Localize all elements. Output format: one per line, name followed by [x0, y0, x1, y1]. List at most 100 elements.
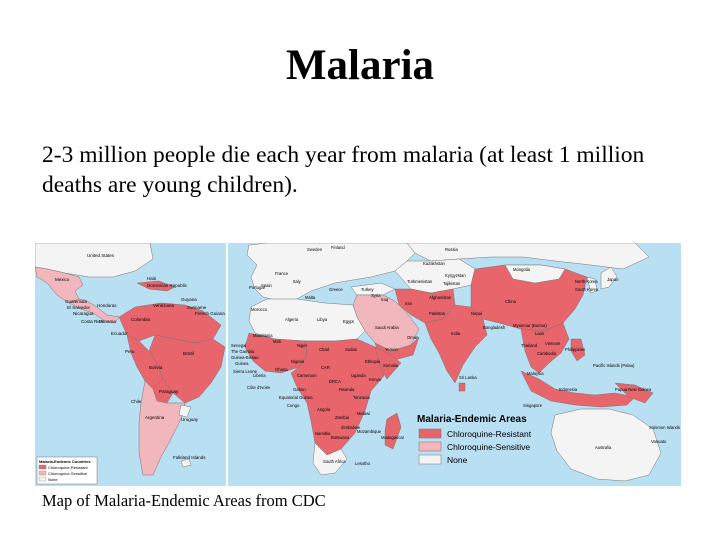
- label-peru: Peru: [125, 349, 135, 354]
- caribbean-shape: [136, 280, 176, 292]
- legend-label-resistant: Chloroquine-Resistant: [447, 429, 532, 439]
- label-united-states: United States: [87, 253, 115, 258]
- map-divider: [226, 243, 228, 486]
- legend-swatch-none: [418, 454, 442, 465]
- label-syria: Syria: [371, 293, 381, 298]
- map-caption: Map of Malaria-Endemic Areas from CDC: [42, 491, 326, 510]
- label-mexico: Mexico: [55, 277, 70, 282]
- label-sudan: Sudan: [345, 347, 358, 352]
- india-shape: [424, 304, 488, 384]
- label-thailand: Thailand: [521, 343, 538, 348]
- label-chile: Chile: [131, 399, 142, 404]
- label-mozambique: Mozambique: [357, 429, 382, 434]
- label-vanuatu: Vanuatu: [651, 439, 667, 444]
- label-equatorial-guinea: Equatorial Guinea: [279, 395, 313, 400]
- label-gabon: Gabon: [293, 387, 306, 392]
- label-guatemala: Guatemala: [65, 299, 88, 304]
- world-labels: Sweden Finland Russia Kazakhstan Mongoli…: [231, 245, 680, 466]
- legend-swatch-resistant: [418, 428, 442, 439]
- label-el-salvador: El Salvador: [67, 305, 91, 310]
- label-greece: Greece: [329, 287, 343, 292]
- label-india: India: [451, 331, 461, 336]
- north-africa-shape: [248, 298, 366, 342]
- label-french-guiana: French Guiana: [195, 311, 225, 316]
- southeast-asia-shape: [520, 322, 570, 374]
- label-italy: Italy: [293, 279, 302, 284]
- madagascar-shape: [384, 412, 402, 450]
- label-oman: Oman: [407, 335, 419, 340]
- label-malaysia: Malaysia: [527, 371, 544, 376]
- label-paraguay: Paraguay: [159, 389, 179, 394]
- label-ghana: Ghana: [275, 367, 288, 372]
- png-shape: [614, 382, 654, 404]
- label-singapore: Singapore: [523, 403, 543, 408]
- label-vietnam: Vietnam: [545, 341, 561, 346]
- label-pacific-islands: Pacific Islands (Palau): [593, 363, 635, 368]
- inset-legend-swatch-resistant: [38, 464, 47, 470]
- label-solomon-islands: Solomon Islands: [649, 425, 680, 430]
- label-north-korea: North Korea: [575, 279, 598, 284]
- korea-japan-shape: [586, 266, 618, 294]
- label-malta: Malta: [305, 295, 316, 300]
- label-falkland: Falkland Islands: [173, 455, 206, 460]
- label-namibia: Namibia: [315, 431, 331, 436]
- label-cambodia: Cambodia: [537, 351, 557, 356]
- label-cote-divoire: Côte d'Ivoire: [247, 385, 271, 390]
- uruguay-shape: [178, 404, 192, 418]
- label-kenya: Kenya: [369, 377, 382, 382]
- label-afghanistan: Afghanistan: [429, 295, 452, 300]
- label-guinea: Guinea: [235, 361, 249, 366]
- label-costa-rica: Costa Rica: [81, 319, 104, 324]
- falkland-shape: [180, 458, 192, 468]
- label-uruguay: Uruguay: [181, 417, 199, 422]
- legend-title: Malaria-Endemic Areas: [417, 414, 527, 425]
- label-dominican-republic: Dominican Republic: [147, 283, 188, 288]
- label-haiti: Haiti: [147, 276, 156, 281]
- inset-legend-label-resistant: Chloroquine-Resistant: [48, 465, 88, 470]
- turkey-shape: [350, 282, 396, 296]
- label-spain: Spain: [261, 283, 272, 288]
- label-nicaragua: Nicaragua: [73, 311, 94, 316]
- mexico-shape: [35, 266, 84, 304]
- label-iran: Iran: [405, 301, 413, 306]
- americas-inset: [35, 243, 226, 476]
- inset-legend: Malaria-Endemic Countries Chloroquine-Re…: [36, 456, 98, 485]
- label-tajikistan: Tajikistan: [443, 281, 461, 286]
- label-saudi-arabia: Saudi Arabia: [375, 325, 399, 330]
- label-brazil: Brazil: [183, 351, 194, 356]
- label-gambia: The Gambia: [231, 349, 255, 354]
- label-malawi: Malawi: [357, 411, 370, 416]
- label-tanzania: Tanzania: [353, 395, 370, 400]
- malaria-map: United States Mexico Guatemala El Salvad…: [35, 243, 681, 486]
- label-japan: Japan: [607, 277, 619, 282]
- label-cameroon: Cameroon: [297, 373, 317, 378]
- label-kyrgyzstan: Kyrgyzstan: [445, 273, 466, 278]
- label-niger: Niger: [297, 343, 308, 348]
- label-myanmar: Myanmar (Burma): [513, 323, 547, 328]
- label-sri-lanka: Sri Lanka: [459, 375, 477, 380]
- west-africa-shape: [244, 332, 308, 374]
- inset-legend-swatch-sensitive: [38, 470, 47, 476]
- label-libya: Libya: [317, 317, 328, 322]
- legend-label-sensitive: Chloroquine-Sensitive: [447, 442, 530, 452]
- label-papua-new-guinea: Papua New Guinea: [615, 387, 652, 392]
- label-rwanda: Rwanda: [339, 387, 355, 392]
- label-lesotho: Lesotho: [355, 461, 371, 466]
- slide-title: Malaria: [285, 42, 435, 89]
- label-colombia: Colombia: [131, 317, 151, 322]
- inset-legend-title: Malaria-Endemic Countries: [39, 459, 91, 464]
- label-australia: Australia: [595, 445, 612, 450]
- label-congo: Congo: [287, 403, 300, 408]
- sri-lanka-shape: [458, 382, 466, 392]
- label-guyana: Guyana: [181, 297, 197, 302]
- somalia-shape: [374, 346, 402, 380]
- label-sierra-leone: Sierra Leone: [233, 369, 258, 374]
- label-uganda: Uganda: [351, 373, 366, 378]
- label-ethiopia: Ethiopia: [365, 359, 381, 364]
- label-chad: Chad: [319, 347, 330, 352]
- label-mongolia: Mongolia: [513, 267, 531, 272]
- americas-labels: United States Mexico Guatemala El Salvad…: [55, 253, 225, 460]
- label-madagascar: Madagascar: [381, 435, 405, 440]
- world-legend: Malaria-Endemic Areas Chloroquine-Resist…: [417, 414, 532, 465]
- label-nigeria: Nigeria: [291, 359, 305, 364]
